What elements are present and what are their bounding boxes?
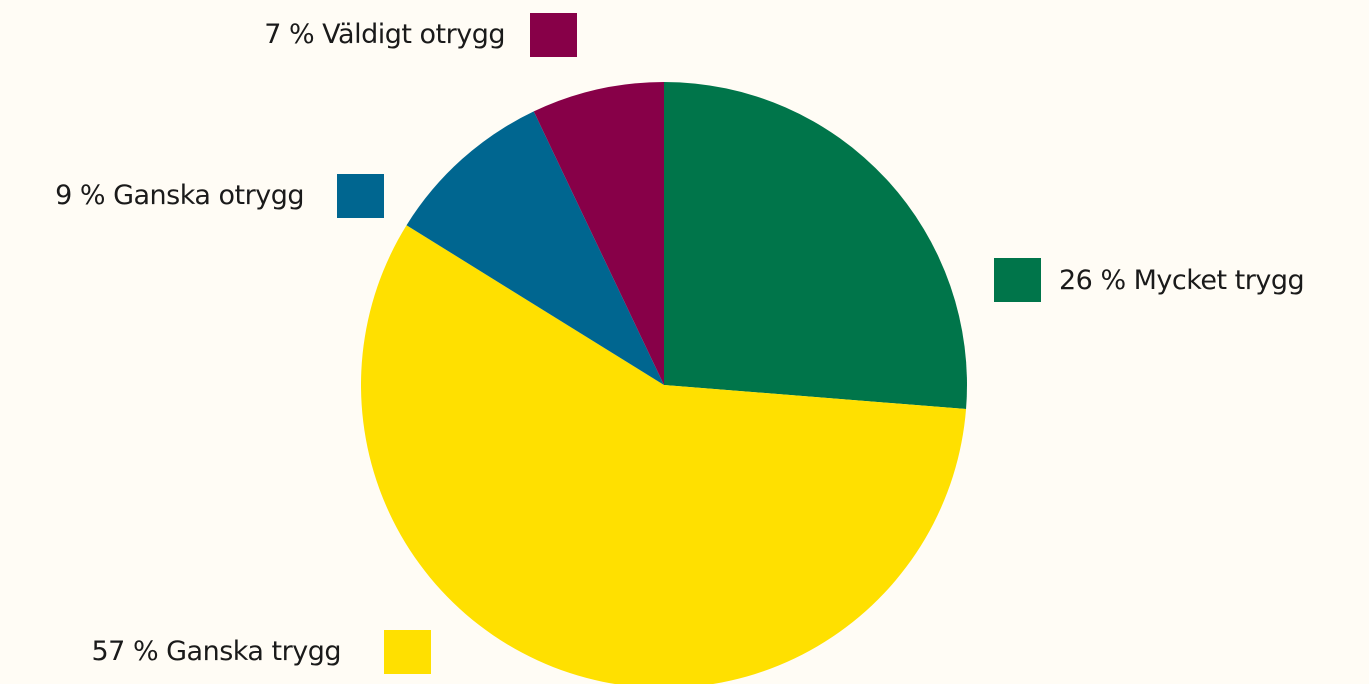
slice-category-label: Ganska trygg xyxy=(166,636,341,667)
slice-value-label: 57 % xyxy=(92,636,159,667)
legend-swatch xyxy=(337,174,384,218)
legend-swatch xyxy=(530,13,577,57)
slice-label: 7 % Väldigt otrygg xyxy=(264,19,505,50)
slice-category-label: Ganska otrygg xyxy=(113,180,304,211)
legend-swatch xyxy=(384,630,431,674)
slice-label: 9 % Ganska otrygg xyxy=(55,180,304,211)
slice-value-label: 26 % xyxy=(1059,265,1126,296)
slice-value-label: 7 % xyxy=(264,19,314,50)
slice-category-label: Väldigt otrygg xyxy=(322,19,505,50)
pie-slice xyxy=(664,82,968,410)
slice-value-label: 9 % xyxy=(55,180,105,211)
slice-category-label: Mycket trygg xyxy=(1134,265,1305,296)
pie-slice xyxy=(361,225,967,684)
pie-slice xyxy=(533,82,664,385)
slice-label: 57 % Ganska trygg xyxy=(92,636,342,667)
pie-slice xyxy=(406,111,664,385)
legend-swatch xyxy=(994,258,1041,302)
slice-label: 26 % Mycket trygg xyxy=(1059,265,1304,296)
